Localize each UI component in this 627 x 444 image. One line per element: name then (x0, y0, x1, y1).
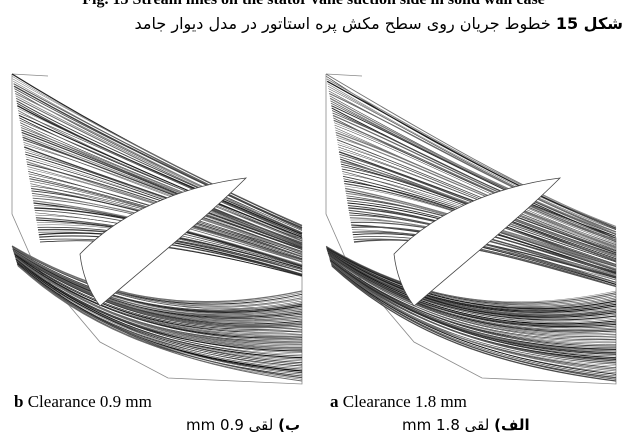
panel-a-label: a Clearance 1.8 mm (330, 392, 467, 412)
streamline (334, 122, 617, 244)
vane-outline (325, 73, 617, 385)
streamline (325, 245, 617, 304)
streamline (331, 265, 617, 382)
streamline (14, 253, 303, 330)
streamline (12, 76, 303, 226)
streamline-plot-b (8, 66, 306, 386)
streamline (326, 246, 617, 306)
streamline (25, 153, 303, 249)
streamline (12, 78, 303, 227)
streamline (15, 256, 303, 340)
separation-region (393, 177, 562, 307)
streamline (13, 85, 303, 229)
streamline (16, 262, 303, 365)
streamline (336, 137, 617, 250)
panel-a-label-persian: الف) لقی 1.8 mm (402, 416, 530, 434)
streamline (15, 259, 303, 353)
streamline (11, 246, 303, 304)
streamline (328, 88, 617, 231)
figure-caption-english: Fig. 15 Stream lines on the stator vane … (0, 0, 627, 9)
streamline (327, 250, 617, 318)
streamline (328, 253, 617, 329)
streamline (21, 134, 303, 247)
streamline (26, 163, 303, 253)
streamline (326, 78, 617, 227)
streamline (331, 263, 617, 372)
streamline (330, 261, 617, 364)
panel-a-letter: a (330, 392, 339, 411)
streamline (327, 250, 617, 320)
streamline (24, 151, 303, 249)
streamline (326, 247, 617, 310)
streamline-canvas-b (11, 73, 303, 385)
streamline-canvas-a (325, 73, 617, 385)
streamline (337, 142, 617, 250)
panel-b-caption-persian: لقی 0.9 mm (186, 416, 274, 434)
streamline (331, 110, 617, 239)
vane-outline (11, 73, 303, 385)
panel-b-letter: b (14, 392, 24, 411)
streamline (16, 260, 303, 357)
streamline (338, 146, 617, 253)
streamline (327, 85, 617, 232)
streamline (16, 105, 303, 235)
streamline (331, 265, 617, 380)
streamline (327, 83, 617, 230)
panel-a-caption: Clearance 1.8 mm (342, 392, 467, 411)
streamline (15, 258, 303, 349)
streamline (16, 100, 303, 234)
streamline (18, 112, 303, 236)
streamline (23, 144, 303, 246)
streamline (20, 127, 303, 242)
streamline (15, 95, 303, 234)
streamline (17, 265, 303, 382)
streamline-plot-a (322, 66, 620, 386)
streamline (329, 256, 617, 342)
streamline (14, 255, 303, 334)
separation-region (79, 177, 248, 307)
streamline (338, 149, 617, 252)
streamline (328, 255, 617, 337)
streamline (329, 97, 617, 235)
streamline (331, 264, 617, 375)
streamline (15, 257, 303, 347)
figure-number-persian: شکل 15 (555, 14, 623, 33)
streamline (328, 92, 617, 233)
streamline (14, 254, 303, 333)
streamline (13, 250, 303, 319)
panel-b-label-persian: ب) لقی 0.9 mm (186, 416, 300, 434)
panel-b-caption: Clearance 0.9 mm (27, 392, 152, 411)
streamline (328, 253, 617, 332)
streamline (330, 260, 617, 359)
streamline (12, 249, 303, 315)
streamline (330, 102, 617, 235)
streamline (338, 151, 617, 254)
streamline (26, 158, 303, 250)
streamline (17, 107, 303, 238)
streamline (12, 247, 303, 310)
panel-a-caption-persian: لقی 1.8 mm (402, 416, 490, 434)
streamline (23, 146, 303, 249)
streamline (336, 139, 617, 251)
streamline (327, 252, 617, 325)
figure-caption-persian-text: خطوط جریان روی سطح مکش پره استاتور در مد… (134, 14, 551, 33)
streamline (332, 114, 617, 241)
streamline (17, 264, 303, 379)
streamline (328, 256, 617, 339)
panel-a-letter-persian: الف) (494, 416, 530, 434)
streamline (328, 255, 617, 336)
streamline (12, 249, 303, 317)
streamline (326, 248, 617, 311)
streamline (327, 252, 617, 323)
streamline (333, 119, 617, 242)
streamline (14, 253, 303, 329)
streamline (23, 141, 303, 246)
figure-caption-persian: شکل 15 خطوط جریان روی سطح مکش پره استاتو… (135, 14, 623, 33)
streamline (14, 88, 303, 230)
panel-b-letter-persian: ب) (278, 416, 301, 434)
streamline (13, 252, 303, 326)
streamline (16, 262, 303, 368)
streamline (337, 144, 617, 252)
panel-b-label: b Clearance 0.9 mm (14, 392, 152, 412)
